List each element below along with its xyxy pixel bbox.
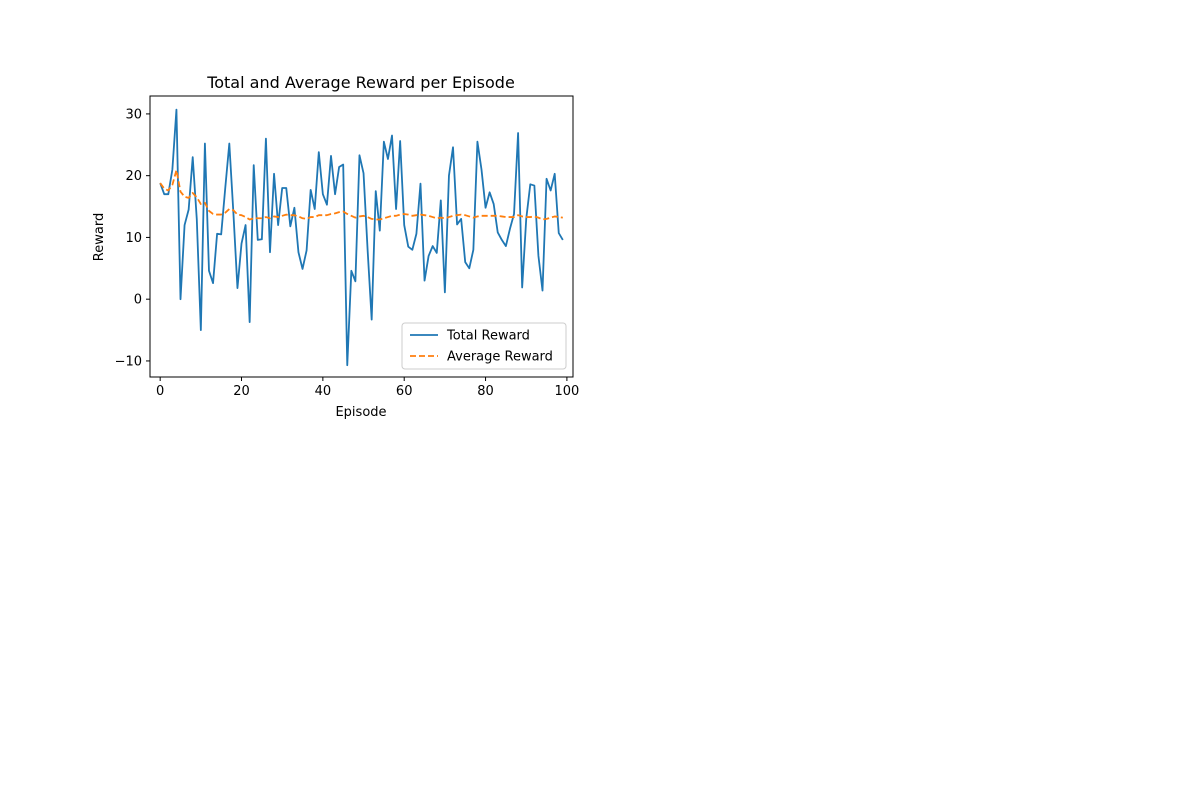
chart-title: Total and Average Reward per Episode (206, 73, 515, 92)
x-tick-label: 40 (315, 384, 332, 399)
axis-ticks: 0 20 40 60 80 100 −10 0 10 20 30 (115, 107, 580, 399)
x-tick-label: 20 (233, 384, 250, 399)
x-tick-label: 100 (554, 384, 579, 399)
plot-area (149, 95, 574, 378)
legend-box (401, 322, 567, 370)
y-tick-label: 30 (125, 107, 142, 122)
y-axis-label: Reward (92, 213, 107, 261)
x-tick-label: 60 (396, 384, 413, 399)
plot-frame (149, 95, 574, 378)
y-tick-label: −10 (115, 354, 142, 369)
series-line-1 (159, 169, 563, 221)
legend-entry-1: Average Reward (447, 350, 553, 365)
series-line-0 (159, 108, 564, 367)
x-tick-label: 0 (156, 384, 164, 399)
y-tick-label: 20 (125, 169, 142, 184)
y-tick-label: 10 (125, 231, 142, 246)
x-tick-label: 80 (477, 384, 494, 399)
x-axis-label: Episode (335, 405, 386, 420)
legend: Total Reward Average Reward (401, 322, 567, 370)
legend-entry-0: Total Reward (446, 329, 530, 344)
y-tick-label: 0 (134, 293, 142, 308)
